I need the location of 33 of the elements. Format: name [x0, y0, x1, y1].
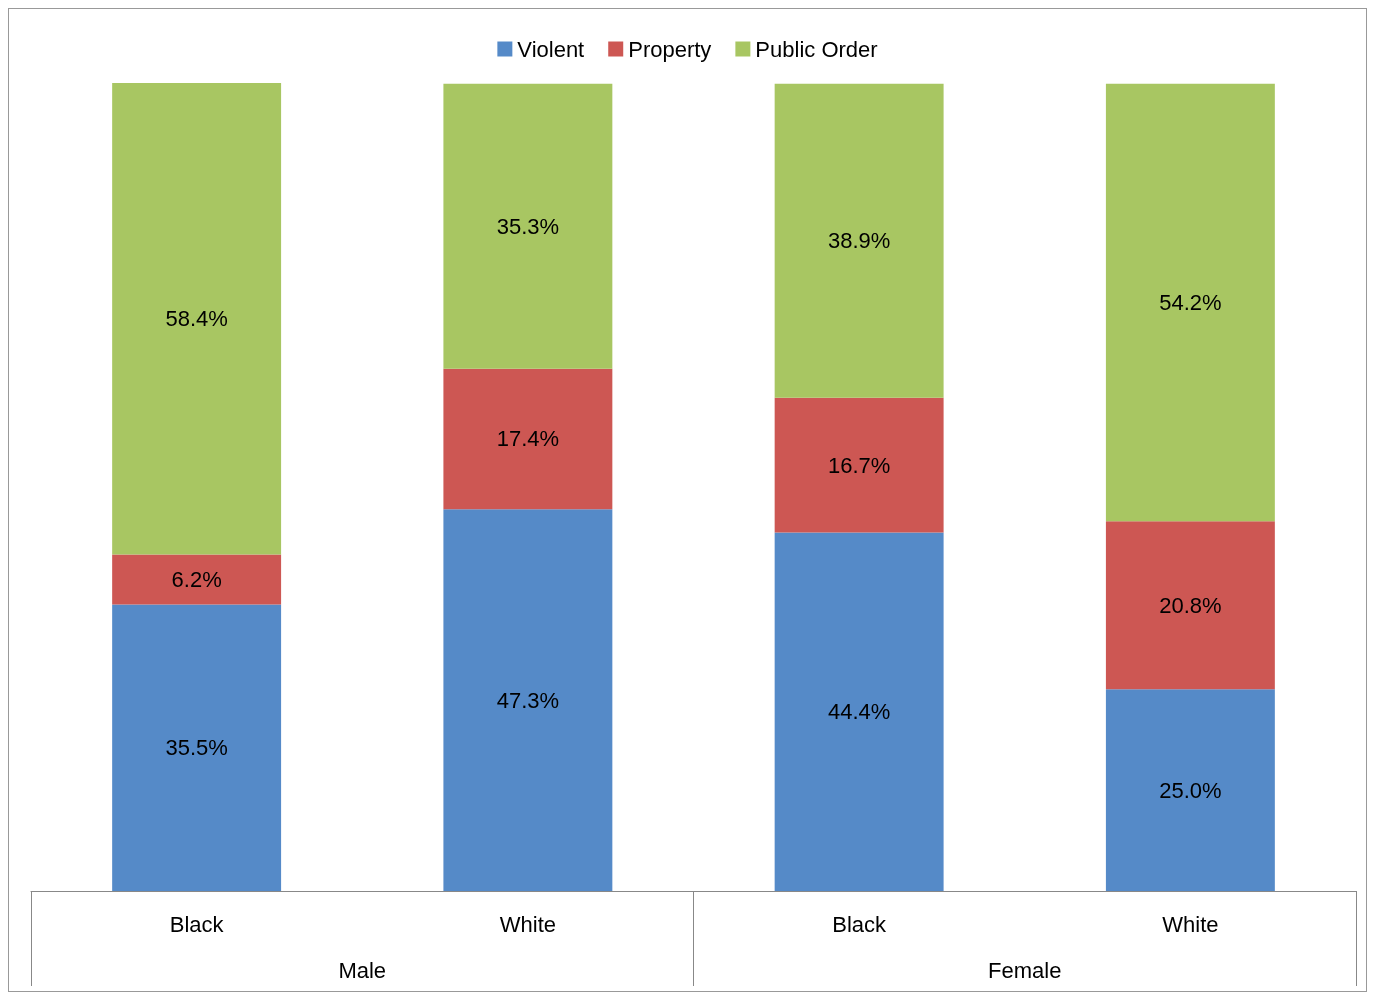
x-tick-label: Black: [169, 911, 225, 937]
data-label: 16.7%: [827, 452, 891, 478]
x-tick-label: Black: [832, 911, 888, 937]
bar: [443, 509, 613, 891]
data-label: 25.0%: [1159, 777, 1222, 803]
x-tick-label: White: [1162, 911, 1219, 937]
bar: [443, 83, 613, 369]
bar: [1105, 521, 1275, 690]
data-label: 44.4%: [827, 699, 891, 725]
data-label: 38.9%: [827, 228, 891, 254]
bar: [774, 83, 944, 398]
x-tick-label: White: [499, 911, 556, 937]
legend-label: Property: [628, 36, 712, 62]
bar: [1105, 689, 1275, 891]
data-label: 35.3%: [496, 213, 560, 239]
legend-label: Violent: [517, 36, 585, 62]
bar: [112, 554, 282, 605]
data-label: 35.5%: [165, 735, 228, 761]
bar: [774, 532, 944, 891]
text: Female: [988, 957, 1062, 983]
data-label: 17.4%: [496, 426, 560, 452]
bar: [774, 397, 944, 533]
data-label: 54.2%: [1159, 290, 1222, 316]
bar: [112, 604, 282, 891]
text: Male: [338, 957, 387, 983]
bar: [1105, 83, 1275, 522]
bar: [443, 368, 613, 510]
data-label: 6.2%: [171, 566, 222, 592]
bar: [112, 83, 282, 555]
data-label: 58.4%: [165, 306, 228, 332]
legend-label: Public Order: [755, 36, 878, 62]
data-label: 47.3%: [496, 687, 560, 713]
data-label: 20.8%: [1159, 592, 1222, 618]
